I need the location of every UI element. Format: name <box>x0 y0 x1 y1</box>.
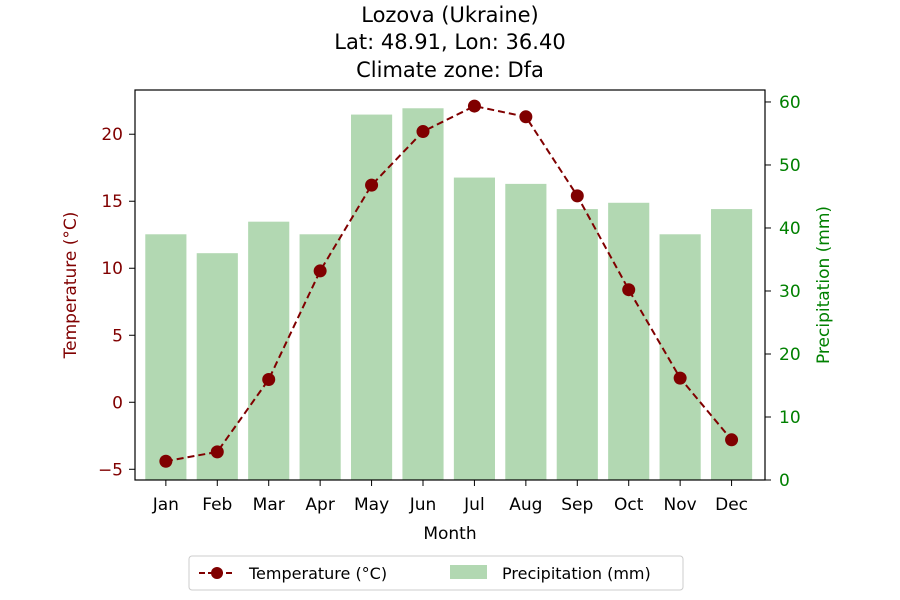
legend-frame <box>188 555 684 591</box>
legend-precipitation-label: Precipitation (mm) <box>502 564 651 583</box>
legend-temperature-label: Temperature (°C) <box>248 564 387 583</box>
precip-bar-mar <box>248 221 290 481</box>
y-axis-right-label: Precipitation (mm) <box>814 206 834 364</box>
y-axis-left: −5 0 5 10 15 20 <box>98 125 135 480</box>
precipitation-bars <box>145 108 753 481</box>
temp-point-aug <box>519 110 533 124</box>
y-axis-right: 0 10 20 30 40 50 60 <box>765 93 801 491</box>
y-right-tick-label-0: 0 <box>779 471 790 491</box>
precip-bar-may <box>351 114 393 480</box>
plot-frame <box>134 89 766 481</box>
x-tick-label-nov: Nov <box>664 495 697 515</box>
temp-point-feb <box>210 445 224 459</box>
title-line-coords: Lat: 48.91, Lon: 36.40 <box>334 30 565 54</box>
precip-bar-nov <box>659 234 701 480</box>
precip-bar-sep <box>556 209 598 480</box>
precip-bar-jul <box>453 177 495 481</box>
temp-point-sep <box>570 189 584 203</box>
legend-temperature-marker <box>211 567 223 579</box>
x-tick-label-aug: Aug <box>509 495 542 515</box>
temp-point-nov <box>673 371 687 385</box>
y-right-tick-label-1: 10 <box>779 408 801 428</box>
legend: Temperature (°C) Precipitation (mm) <box>188 555 684 591</box>
x-tick-label-oct: Oct <box>614 495 644 515</box>
x-tick-label-jun: Jun <box>409 495 437 515</box>
temp-point-jan <box>159 454 173 468</box>
x-tick-label-jul: Jul <box>463 495 485 515</box>
title-line-city: Lozova (Ukraine) <box>361 3 539 27</box>
temp-point-oct <box>622 283 636 297</box>
y-left-tick-label-2: 5 <box>112 326 123 346</box>
y-left-tick-label-3: 10 <box>101 259 123 279</box>
x-tick-label-apr: Apr <box>305 495 334 515</box>
temperature-line <box>159 99 739 468</box>
title-line-climate: Climate zone: Dfa <box>356 58 544 82</box>
y-right-tick-label-2: 20 <box>779 345 801 365</box>
chart-title: Lozova (Ukraine) Lat: 48.91, Lon: 36.40 … <box>334 3 565 82</box>
x-tick-label-sep: Sep <box>561 495 593 515</box>
y-right-tick-label-3: 30 <box>779 282 801 302</box>
precip-bar-feb <box>196 253 238 480</box>
x-tick-label-jan: Jan <box>152 495 179 515</box>
x-tick-label-feb: Feb <box>202 495 232 515</box>
precip-bar-aug <box>505 183 547 480</box>
y-axis-left-label: Temperature (°C) <box>61 212 81 360</box>
x-axis-label: Month <box>423 524 476 544</box>
legend-precipitation-swatch <box>450 565 487 579</box>
y-right-tick-label-4: 40 <box>779 219 801 239</box>
y-right-tick-label-6: 60 <box>779 93 801 113</box>
y-left-tick-label-0: −5 <box>98 460 123 480</box>
temp-point-dec <box>725 433 739 447</box>
precip-bar-oct <box>608 202 650 480</box>
x-tick-label-mar: Mar <box>253 495 285 515</box>
x-tick-label-dec: Dec <box>715 495 748 515</box>
x-axis: Jan Feb Mar Apr May Jun Jul Aug Sep Oct Nov Dec <box>152 480 748 515</box>
temp-point-jun <box>416 125 430 139</box>
y-left-tick-label-4: 15 <box>101 192 123 212</box>
temp-point-apr <box>313 264 327 278</box>
temperature-series-line <box>165 105 733 463</box>
x-tick-label-may: May <box>354 495 389 515</box>
precip-bar-jun <box>402 108 444 480</box>
temp-point-jul <box>467 99 481 113</box>
precip-bar-jan <box>145 234 187 480</box>
temp-point-mar <box>262 372 276 386</box>
y-right-tick-label-5: 50 <box>779 156 801 176</box>
y-left-tick-label-5: 20 <box>101 125 123 145</box>
temp-point-may <box>365 178 379 192</box>
y-left-tick-label-1: 0 <box>112 393 123 413</box>
